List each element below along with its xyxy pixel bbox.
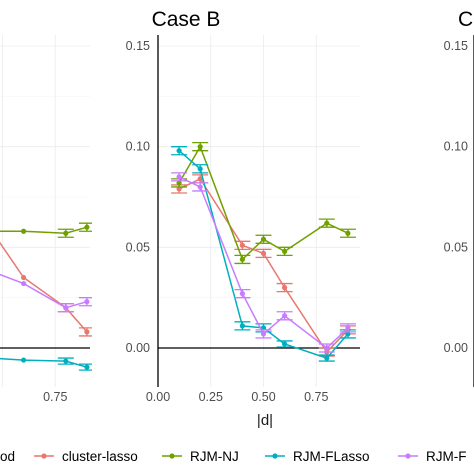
legend-key-point — [405, 453, 411, 459]
y-tick-label: 0.10 — [126, 140, 150, 154]
data-point — [176, 174, 182, 180]
x-tick-label: 0.25 — [199, 390, 223, 404]
x-tick-label: 0.75 — [304, 390, 328, 404]
data-point — [260, 236, 267, 242]
data-point — [21, 357, 27, 363]
left-x-tick-label: 0.75 — [43, 390, 67, 404]
series-rjm-f — [171, 172, 356, 353]
panel-right: C 0.00 0.05 0.10 0.15 — [444, 8, 474, 387]
data-point — [282, 313, 288, 319]
data-point — [176, 186, 182, 192]
legend-item-rjm-nj: RJM-NJ — [162, 449, 239, 464]
series-line — [0, 241, 88, 333]
legend-key — [398, 453, 418, 459]
legend-label: RJM-FLasso — [293, 449, 370, 464]
y-tick-label: 0.15 — [444, 39, 468, 53]
data-point — [282, 341, 288, 347]
data-point — [260, 331, 267, 337]
data-point — [260, 325, 267, 331]
panel-title: Case B — [152, 8, 221, 31]
legend-label: RJM-F — [426, 449, 467, 464]
legend-item-cluster-lasso: cluster-lasso — [34, 449, 138, 464]
data-point — [21, 280, 27, 287]
series-rjm-f — [0, 273, 92, 313]
data-point — [345, 331, 351, 337]
middle-plot-area — [157, 35, 360, 387]
series-line — [0, 226, 88, 234]
panel-middle: Case B 0.00 0.05 0.10 0.15 0.00 0.25 0.5… — [126, 8, 360, 429]
data-point — [260, 250, 267, 256]
series-rjm-nj — [0, 222, 92, 238]
y-tick-label: 0.05 — [444, 240, 468, 254]
y-tick-label: 0.00 — [126, 341, 150, 355]
data-point — [282, 285, 288, 291]
data-point — [63, 230, 69, 236]
legend-key — [265, 453, 285, 459]
series-rjm-nj — [171, 141, 356, 265]
data-point — [239, 242, 245, 248]
data-point — [239, 256, 245, 263]
data-point — [63, 358, 69, 364]
legend-item-rjm-f: RJM-F — [398, 449, 467, 464]
x-axis-label: |d| — [257, 412, 273, 429]
data-point — [84, 329, 90, 335]
legend-key-point — [169, 453, 175, 459]
y-tick-label: 0.10 — [444, 140, 468, 154]
series-line — [0, 357, 88, 368]
panel-left: 0.75 — [0, 35, 92, 404]
data-point — [239, 323, 245, 329]
panel-title: C — [458, 8, 473, 31]
x-tick-label: 0.50 — [251, 390, 275, 404]
legend-key — [34, 453, 54, 459]
data-point — [345, 325, 351, 331]
data-point — [197, 166, 203, 172]
series-rjm-flasso — [171, 146, 356, 362]
series-line — [0, 273, 88, 309]
data-point — [21, 228, 27, 234]
x-tick-label: 0.00 — [146, 390, 170, 404]
legend-label: cluster-lasso — [62, 449, 138, 464]
data-point — [21, 274, 27, 281]
data-point — [176, 180, 182, 186]
data-point — [63, 305, 69, 311]
data-point — [324, 220, 330, 226]
data-point — [84, 224, 90, 230]
legend-key — [162, 453, 182, 459]
legend: od cluster-lasso RJM-NJ RJM-FLasso RJM-F — [0, 449, 467, 464]
data-point — [282, 248, 288, 254]
left-plot-area — [0, 35, 92, 387]
data-point — [197, 184, 203, 190]
legend-label: RJM-NJ — [190, 449, 239, 464]
legend-key-point — [41, 453, 47, 459]
series-cluster-lasso — [0, 241, 92, 337]
data-point — [345, 230, 351, 236]
series-rjm-flasso — [0, 357, 92, 371]
data-point — [176, 148, 182, 154]
data-point — [324, 355, 330, 361]
y-tick-label: 0.05 — [126, 240, 150, 254]
legend-key-point — [272, 453, 278, 459]
y-tick-label: 0.15 — [126, 39, 150, 53]
y-tick-label: 0.00 — [444, 341, 468, 355]
legend-item-rjm-flasso: RJM-FLasso — [265, 449, 370, 464]
data-point — [84, 299, 90, 305]
data-point — [84, 364, 90, 370]
data-point — [324, 345, 330, 351]
data-point — [197, 144, 203, 150]
legend-title: od — [0, 449, 15, 464]
data-point — [197, 176, 203, 182]
data-point — [239, 291, 245, 297]
